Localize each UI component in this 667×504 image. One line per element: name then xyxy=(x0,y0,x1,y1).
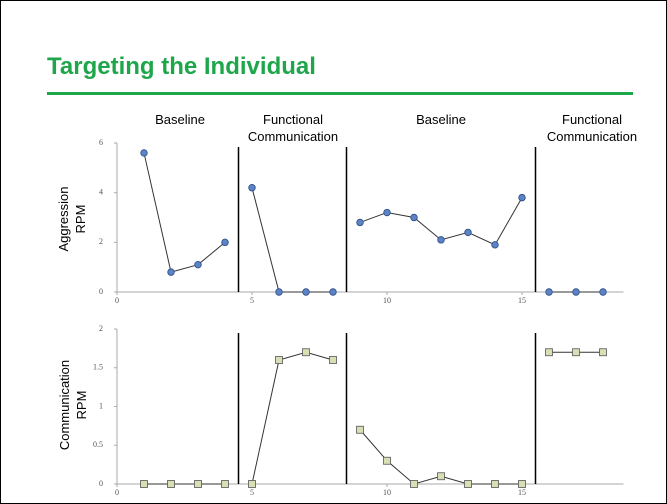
x-tick-label: 10 xyxy=(383,488,391,497)
point xyxy=(275,356,283,364)
point xyxy=(275,288,283,296)
title-rule xyxy=(47,92,633,95)
x-tick-label: 5 xyxy=(250,488,254,497)
point xyxy=(329,356,337,364)
point xyxy=(383,456,391,465)
point xyxy=(167,268,175,276)
point xyxy=(464,480,472,488)
x-tick-label: 5 xyxy=(250,296,254,305)
point xyxy=(194,260,202,269)
x-tick-label: 15 xyxy=(518,488,526,497)
point xyxy=(545,288,553,296)
point xyxy=(545,348,553,357)
point xyxy=(248,183,256,192)
point xyxy=(410,480,418,488)
y-tick-label: 4 xyxy=(99,187,103,196)
point xyxy=(437,472,445,481)
point xyxy=(599,288,607,296)
y-tick-label: 2 xyxy=(99,237,103,246)
point xyxy=(410,213,418,222)
point xyxy=(140,149,148,157)
phase-label: Baseline xyxy=(155,112,205,127)
point xyxy=(518,480,526,488)
y-tick-label: 1 xyxy=(99,401,103,410)
phase-label: Baseline xyxy=(416,112,466,127)
point xyxy=(464,228,472,237)
point xyxy=(221,480,229,488)
series-line xyxy=(251,351,334,485)
y-tick-label: 0 xyxy=(99,479,103,488)
y-tick-label: 0.5 xyxy=(93,440,103,449)
y-tick-label: 0 xyxy=(99,287,103,296)
point xyxy=(518,193,526,202)
point xyxy=(302,348,310,357)
point xyxy=(194,480,202,488)
x-tick-label: 0 xyxy=(115,296,119,305)
point xyxy=(491,480,499,488)
series-line xyxy=(143,152,226,273)
point xyxy=(491,241,499,249)
phase-label: Functional Communication xyxy=(247,112,339,144)
point xyxy=(140,480,148,488)
point xyxy=(302,288,310,296)
y-tick-label: 2 xyxy=(99,324,103,333)
y-tick-label: 1.5 xyxy=(93,363,103,372)
point xyxy=(248,480,256,488)
series-line xyxy=(251,187,333,293)
point xyxy=(329,288,337,296)
point xyxy=(167,480,175,488)
point xyxy=(599,348,607,357)
point xyxy=(356,218,364,227)
phase-label: Functional Communication xyxy=(546,112,638,144)
x-tick-label: 15 xyxy=(518,296,526,305)
slide-title: Targeting the Individual xyxy=(47,53,316,80)
x-tick-label: 0 xyxy=(115,488,119,497)
y-tick-label: 6 xyxy=(99,138,103,147)
point xyxy=(572,288,580,296)
x-tick-label: 10 xyxy=(383,296,391,305)
point xyxy=(221,238,229,247)
point xyxy=(383,208,391,217)
point xyxy=(356,425,364,434)
point xyxy=(572,348,580,357)
point xyxy=(437,236,445,244)
